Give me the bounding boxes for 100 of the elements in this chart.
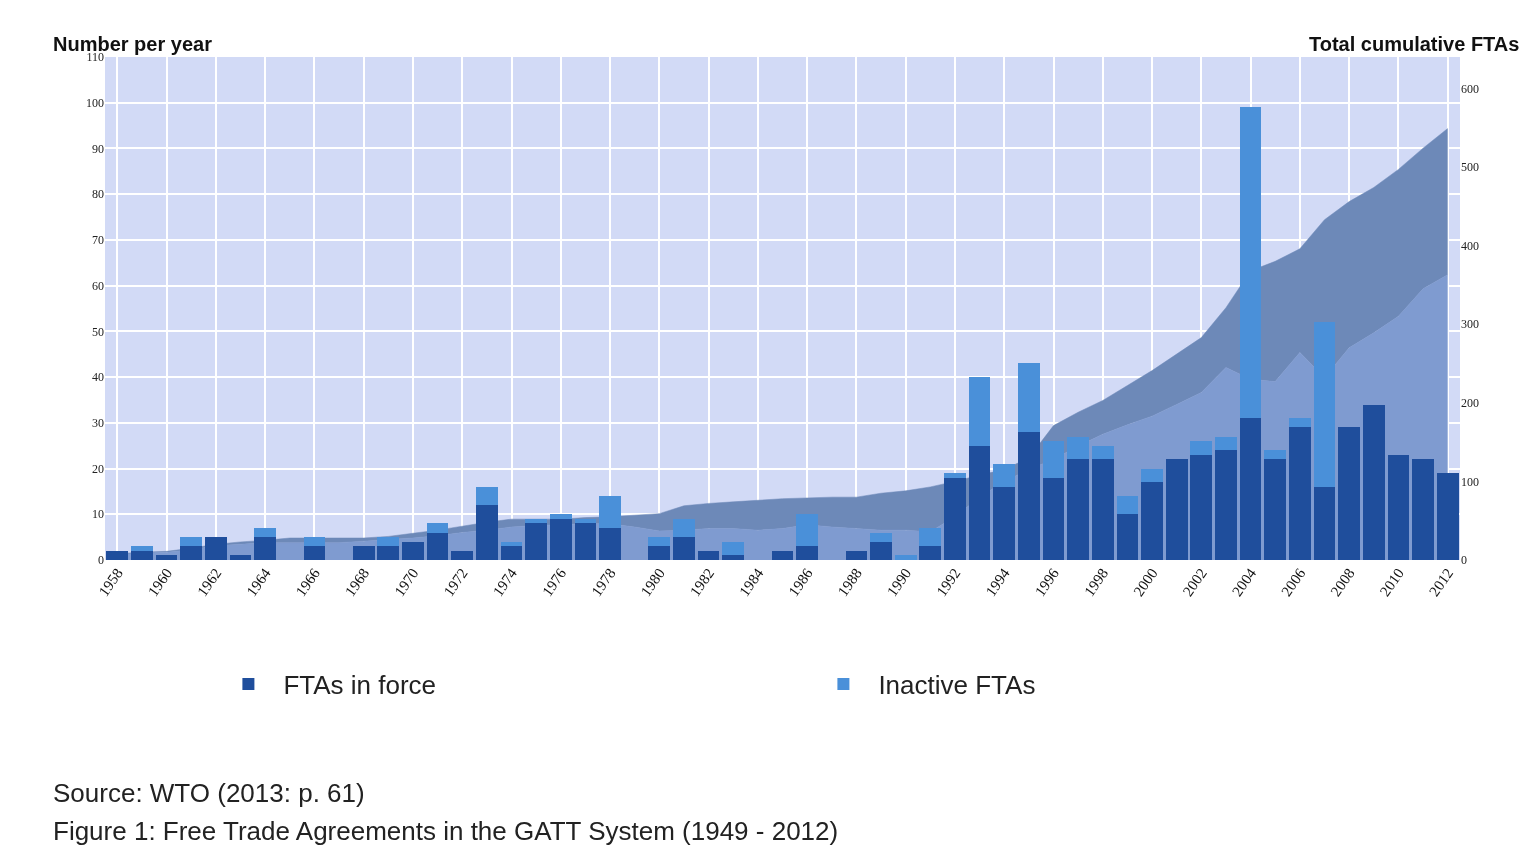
- bar: [648, 537, 671, 547]
- bar: [131, 550, 153, 560]
- bar: [993, 463, 1016, 487]
- bar: [1141, 468, 1163, 483]
- bar: [1313, 322, 1336, 487]
- bar: [1239, 107, 1262, 419]
- bar: [722, 555, 745, 560]
- y-tick-label: 30: [92, 416, 104, 431]
- bar: [1042, 477, 1065, 560]
- bar: [993, 486, 1016, 560]
- bar: [476, 486, 498, 506]
- y2-tick-label: 500: [1461, 160, 1479, 175]
- y-tick-label: 100: [86, 95, 104, 110]
- bar: [796, 514, 818, 547]
- y-tick-label: 10: [92, 507, 104, 522]
- bar: [599, 527, 621, 560]
- bar: [599, 495, 621, 528]
- y-tick-label: 40: [92, 370, 104, 385]
- bar: [1215, 450, 1237, 560]
- bar: [1264, 450, 1287, 460]
- bar: [180, 537, 203, 547]
- bar: [870, 541, 892, 560]
- bar: [1067, 436, 1089, 460]
- bar: [845, 550, 868, 560]
- bar: [1338, 427, 1360, 560]
- bar: [229, 555, 252, 560]
- bar: [1387, 454, 1410, 560]
- bar: [500, 546, 523, 560]
- bar: [1264, 459, 1287, 560]
- bar: [1289, 427, 1311, 560]
- bar: [426, 523, 449, 533]
- bar: [673, 518, 695, 538]
- bar: [1165, 459, 1188, 560]
- y-tick-label: 20: [92, 461, 104, 476]
- bar: [254, 527, 276, 538]
- bar: [919, 527, 942, 547]
- bar: [1215, 436, 1237, 451]
- bar: [525, 523, 547, 560]
- bar: [673, 537, 695, 560]
- bar: [1362, 404, 1385, 560]
- bar: [968, 377, 991, 446]
- bar: [1412, 459, 1434, 560]
- bar: [796, 546, 818, 560]
- bar: [377, 546, 400, 560]
- bar: [1018, 363, 1040, 432]
- y2-axis-title: Total cumulative FTAs: [1309, 33, 1520, 55]
- bar: [1190, 441, 1213, 455]
- bar: [894, 555, 917, 560]
- y-tick-label: 0: [98, 553, 104, 568]
- bar: [180, 546, 203, 560]
- bar: [1289, 418, 1311, 428]
- bar: [303, 546, 326, 560]
- y-tick-label: 70: [92, 233, 104, 248]
- y-tick-label: 110: [86, 50, 104, 65]
- y-tick-label: 50: [92, 324, 104, 339]
- bar: [1018, 431, 1040, 560]
- bar: [722, 541, 745, 556]
- bar: [648, 546, 671, 560]
- y2-tick-label: 100: [1461, 474, 1479, 489]
- bar: [476, 505, 498, 560]
- bar: [1116, 495, 1139, 515]
- bar: [919, 546, 942, 560]
- bar: [426, 532, 449, 560]
- bar: [549, 514, 572, 519]
- bar: [352, 546, 375, 560]
- bar: [1141, 482, 1163, 560]
- y2-tick-label: 300: [1461, 317, 1479, 332]
- bar: [155, 555, 178, 560]
- bar: [968, 445, 991, 560]
- bar: [1239, 418, 1262, 560]
- bar: [1190, 454, 1213, 560]
- bar: [771, 550, 794, 560]
- bar: [254, 537, 276, 560]
- bar: [131, 546, 153, 551]
- bar: [303, 537, 326, 547]
- bar: [402, 541, 424, 560]
- y2-tick-label: 0: [1461, 553, 1467, 568]
- bar: [205, 537, 227, 560]
- y2-tick-label: 600: [1461, 81, 1479, 96]
- bar: [574, 523, 597, 560]
- bar: [1091, 459, 1114, 560]
- y-tick-label: 60: [92, 278, 104, 293]
- bar: [944, 477, 966, 560]
- bar: [944, 473, 966, 478]
- y2-tick-label: 200: [1461, 396, 1479, 411]
- bar: [870, 532, 892, 542]
- bar: [697, 550, 720, 560]
- bar: [1067, 459, 1089, 560]
- bar: [106, 550, 129, 560]
- bar: [549, 518, 572, 560]
- bar: [1042, 441, 1065, 478]
- legend-label: FTAs in force: [283, 670, 437, 701]
- y2-tick-label: 400: [1461, 238, 1479, 253]
- y-tick-label: 80: [92, 187, 104, 202]
- y-tick-label: 90: [92, 141, 104, 156]
- source-note: Source: WTO (2013: p. 61): [53, 778, 365, 808]
- caption: Figure 1: Free Trade Agreements in the GATT System (1949 - 2012): [53, 816, 839, 846]
- bar: [1116, 514, 1139, 560]
- bar: [451, 550, 474, 560]
- bar: [377, 537, 400, 547]
